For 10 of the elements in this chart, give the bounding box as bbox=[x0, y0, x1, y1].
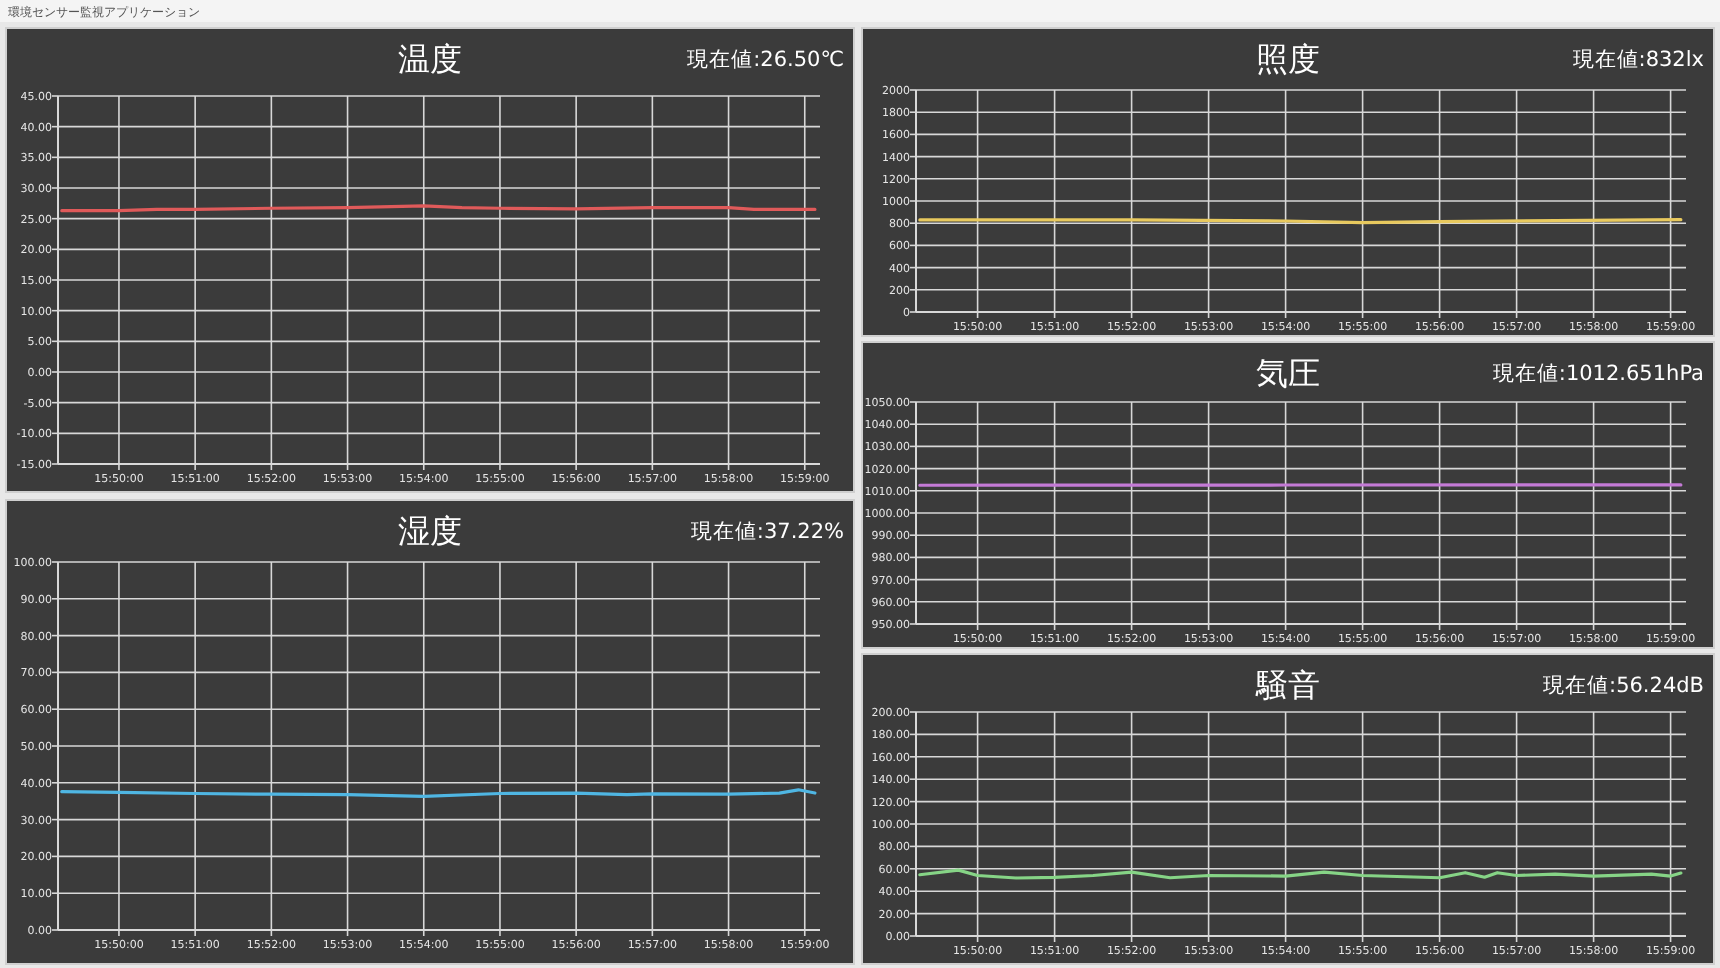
text: 現在値:56.24dB bbox=[1543, 674, 1704, 698]
chart-title: 湿度 bbox=[398, 512, 462, 550]
text: 現在値:37.22% bbox=[690, 520, 845, 544]
chart-title: 騒音 bbox=[1254, 666, 1320, 704]
chart-title: 照度 bbox=[1256, 40, 1320, 78]
text: 現在値:1012.651hPa bbox=[1492, 362, 1704, 386]
chart-title: 気圧 bbox=[1256, 354, 1320, 392]
text: 現在値:26.50℃ bbox=[687, 48, 845, 72]
chart-title: 温度 bbox=[398, 40, 462, 78]
text: 現在値:832lx bbox=[1572, 48, 1704, 72]
